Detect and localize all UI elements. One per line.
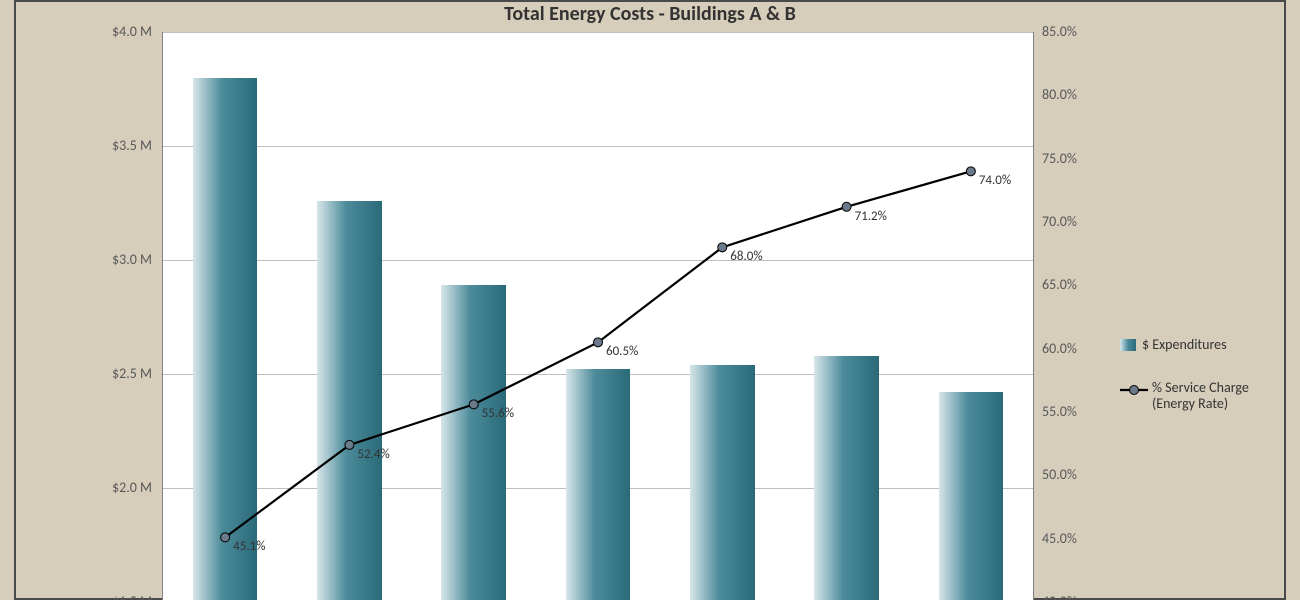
y-right-tick-label: 65.0%: [1042, 276, 1077, 293]
line-data-label: 74.0%: [979, 173, 1011, 188]
line-marker: [345, 440, 354, 449]
y-left-tick-label: $2.5 M: [92, 365, 152, 382]
line-series: [163, 32, 1033, 600]
line-path: [225, 171, 971, 537]
line-data-label: 45.1%: [233, 539, 265, 554]
legend-item: $ Expenditures: [1120, 337, 1280, 352]
line-data-label: 55.6%: [482, 406, 514, 421]
plot-area: 45.1% 52.4% 55.6% 60.5% 68.0% 71.2% 74.0%: [162, 32, 1034, 600]
y-right-tick-label: 85.0%: [1042, 23, 1077, 40]
y-left-tick-label: $2.0 M: [92, 479, 152, 496]
y-left-tick-label: $3.0 M: [92, 251, 152, 268]
chart-panel: Total Energy Costs - Buildings A & B 45.…: [14, 0, 1286, 600]
line-marker: [718, 243, 727, 252]
legend-swatch-line: [1120, 383, 1148, 395]
line-data-label: 68.0%: [730, 249, 762, 264]
legend-swatch-bar: [1120, 339, 1136, 351]
y-right-tick-label: 55.0%: [1042, 403, 1077, 420]
legend-label: $ Expenditures: [1142, 337, 1227, 352]
legend: $ Expenditures % Service Charge (Energy R…: [1120, 337, 1280, 439]
line-marker: [469, 400, 478, 409]
line-marker: [594, 338, 603, 347]
legend-label: % Service Charge (Energy Rate): [1152, 380, 1280, 411]
chart-title: Total Energy Costs - Buildings A & B: [16, 2, 1284, 26]
y-left-tick-label: $4.0 M: [92, 23, 152, 40]
y-left-tick-label: $1.5 M: [92, 593, 152, 600]
y-right-tick-label: 45.0%: [1042, 530, 1077, 547]
line-data-label: 60.5%: [606, 344, 638, 359]
line-marker: [966, 167, 975, 176]
chart-outer: Total Energy Costs - Buildings A & B 45.…: [0, 0, 1300, 600]
y-right-tick-label: 75.0%: [1042, 150, 1077, 167]
y-right-tick-label: 60.0%: [1042, 340, 1077, 357]
legend-item: % Service Charge (Energy Rate): [1120, 380, 1280, 411]
y-right-tick-label: 50.0%: [1042, 466, 1077, 483]
y-right-tick-label: 40.0%: [1042, 593, 1077, 600]
line-data-label: 71.2%: [855, 209, 887, 224]
line-data-label: 52.4%: [357, 447, 389, 462]
y-left-tick-label: $3.5 M: [92, 137, 152, 154]
line-marker: [842, 202, 851, 211]
y-right-tick-label: 70.0%: [1042, 213, 1077, 230]
line-marker: [221, 533, 230, 542]
y-right-tick-label: 80.0%: [1042, 86, 1077, 103]
